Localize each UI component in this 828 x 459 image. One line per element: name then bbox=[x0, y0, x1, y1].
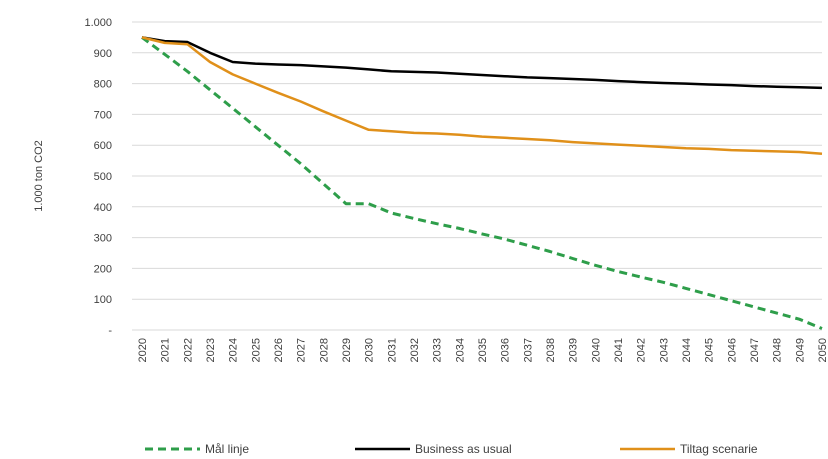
x-tick-label: 2049 bbox=[794, 338, 806, 362]
y-tick-label: 300 bbox=[94, 233, 112, 245]
y-tick-label: 500 bbox=[94, 171, 112, 183]
x-tick-label: 2043 bbox=[658, 338, 670, 362]
x-tick-label: 2035 bbox=[477, 338, 489, 362]
series-lines bbox=[141, 36, 823, 330]
x-tick-label: 2026 bbox=[273, 338, 285, 362]
y-axis-ticks: - 100 200 300 400 500 600 700 800 900 1.000 bbox=[84, 17, 112, 337]
x-tick-label: 2036 bbox=[500, 338, 512, 362]
x-tick-label: 2024 bbox=[228, 338, 240, 362]
x-tick-label: 2022 bbox=[182, 338, 194, 362]
y-tick-label: 100 bbox=[94, 294, 112, 306]
legend-label: Mål linje bbox=[205, 442, 249, 456]
x-tick-label: 2040 bbox=[590, 338, 602, 362]
y-tick-label: 200 bbox=[94, 263, 112, 275]
x-tick-label: 2033 bbox=[432, 338, 444, 362]
x-tick-label: 2039 bbox=[568, 338, 580, 362]
x-tick-label: 2037 bbox=[522, 338, 534, 362]
legend-label: Business as usual bbox=[415, 442, 512, 456]
x-tick-label: 2027 bbox=[296, 338, 308, 362]
x-tick-label: 2044 bbox=[681, 338, 693, 362]
x-tick-label: 2021 bbox=[160, 338, 172, 362]
x-tick-label: 2032 bbox=[409, 338, 421, 362]
x-tick-label: 2023 bbox=[205, 338, 217, 362]
y-tick-label: 700 bbox=[94, 109, 112, 121]
y-tick-label: 900 bbox=[94, 48, 112, 60]
series-line-2 bbox=[141, 36, 823, 90]
x-tick-label: 2025 bbox=[250, 338, 262, 362]
y-tick-label: 400 bbox=[94, 202, 112, 214]
series-line-3 bbox=[141, 36, 823, 156]
x-tick-label: 2034 bbox=[454, 338, 466, 362]
x-tick-label: 2020 bbox=[137, 338, 149, 362]
series-line-1 bbox=[141, 36, 823, 330]
y-axis-label: 1.000 ton CO2 bbox=[33, 140, 45, 212]
x-tick-label: 2041 bbox=[613, 338, 625, 362]
legend-label: Tiltag scenarie bbox=[680, 442, 758, 456]
x-tick-label: 2031 bbox=[386, 338, 398, 362]
x-tick-label: 2042 bbox=[636, 338, 648, 362]
x-tick-label: 2038 bbox=[545, 338, 557, 362]
x-tick-label: 2029 bbox=[341, 338, 353, 362]
x-tick-label: 2030 bbox=[364, 338, 376, 362]
x-tick-label: 2028 bbox=[318, 338, 330, 362]
x-tick-label: 2046 bbox=[726, 338, 738, 362]
x-axis-ticks: 2020 2021 2022 2023 2024 2025 2026 2027 2028 2029… bbox=[137, 338, 828, 362]
y-tick-label: 1.000 bbox=[84, 17, 112, 29]
gridlines bbox=[132, 21, 822, 331]
x-tick-label: 2050 bbox=[817, 338, 828, 362]
y-tick-label: - bbox=[108, 325, 112, 337]
y-tick-label: 800 bbox=[94, 79, 112, 91]
legend: Mål linje Business as usual Tiltag scenari… bbox=[145, 442, 758, 456]
x-tick-label: 2047 bbox=[749, 338, 761, 362]
y-tick-label: 600 bbox=[94, 140, 112, 152]
x-tick-label: 2045 bbox=[704, 338, 716, 362]
x-tick-label: 2048 bbox=[772, 338, 784, 362]
